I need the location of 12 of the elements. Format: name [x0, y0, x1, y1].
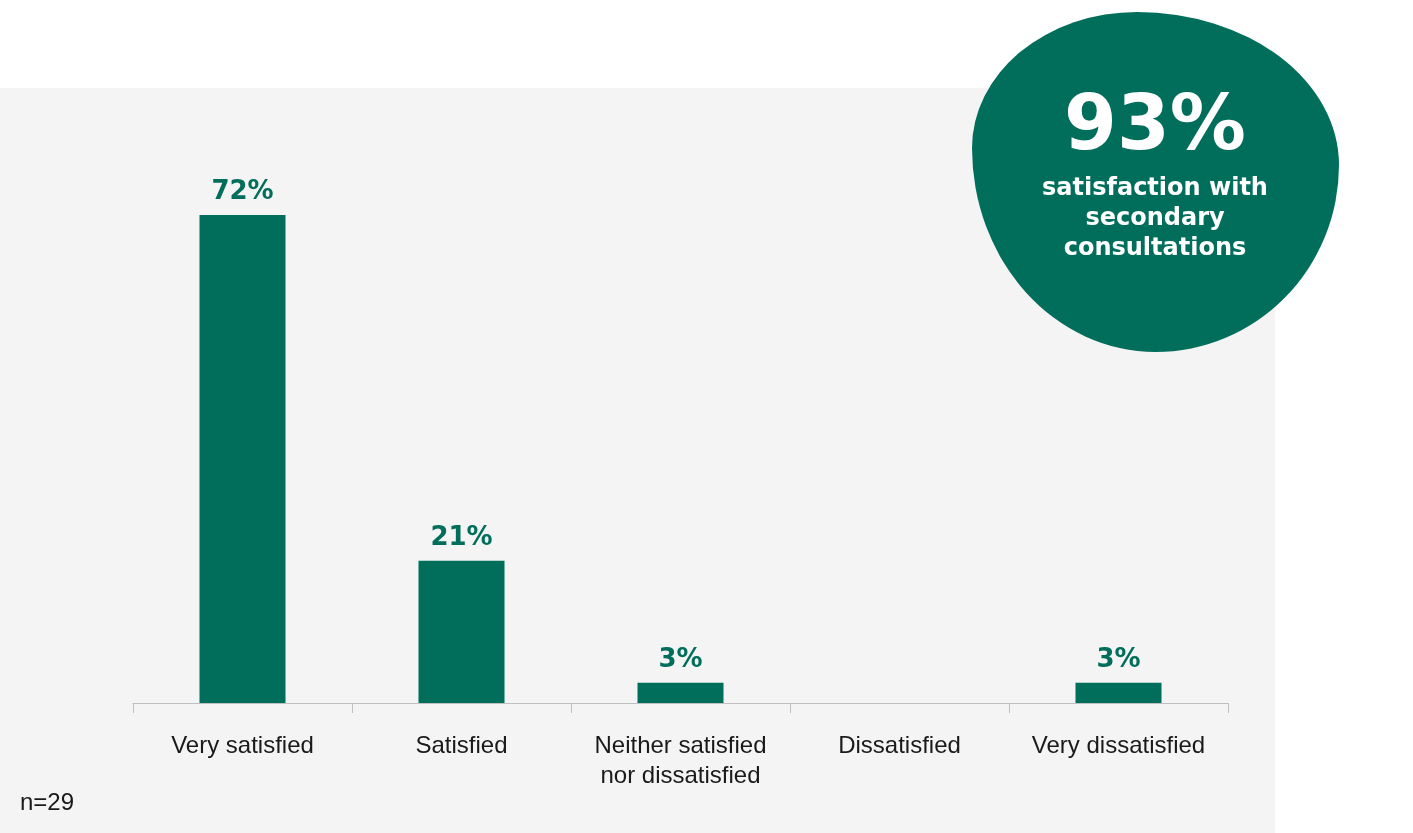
x-tick-label: Neither satisfied nor dissatisfied: [594, 730, 767, 788]
data-label: 72%: [211, 175, 274, 205]
x-tick-label: Very satisfied: [171, 730, 314, 758]
data-label: 3%: [658, 642, 703, 673]
text: 93%: [1063, 78, 1247, 168]
data-label: 21%: [430, 520, 493, 551]
x-tick-label: Satisfied: [415, 730, 508, 758]
annotation: satisfaction with secondary consultations: [1041, 172, 1269, 262]
text: n=29: [20, 788, 75, 816]
data-label: 3%: [1096, 642, 1141, 673]
x-tick-label: Very dissatisfied: [1031, 730, 1206, 758]
x-tick-label: Dissatisfied: [838, 730, 961, 758]
